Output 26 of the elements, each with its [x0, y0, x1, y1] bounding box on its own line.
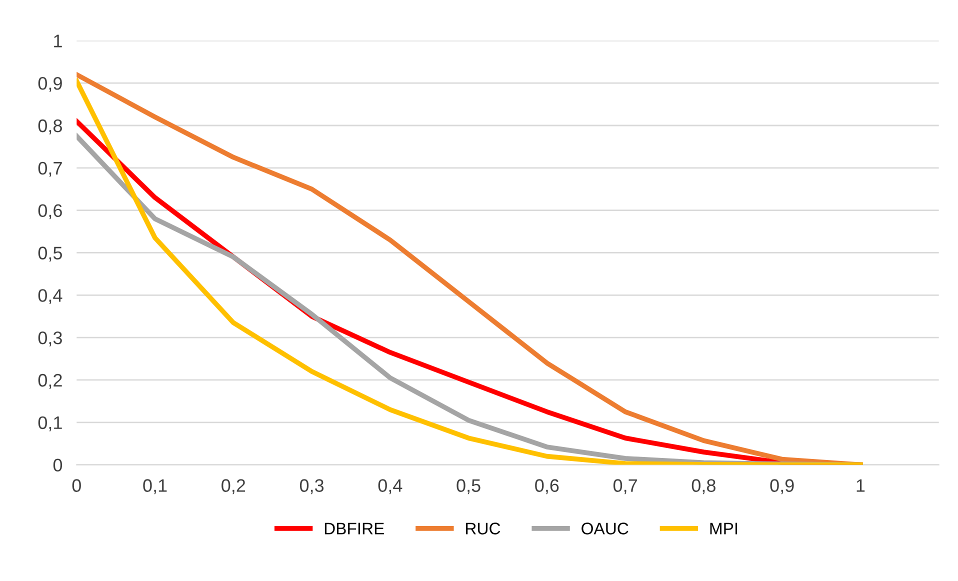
y-tick-label: 0,5: [38, 246, 62, 262]
x-tick-label: 0: [72, 479, 81, 492]
y-tick-label: 0: [53, 458, 62, 472]
legend-label: MPI: [710, 522, 738, 534]
y-tick-label: 0,3: [38, 331, 62, 346]
x-tick-label: 0,5: [456, 479, 480, 494]
y-tick-label: 0,6: [38, 204, 62, 220]
x-tick-label: 0,2: [222, 479, 246, 494]
y-tick-label: 0,8: [38, 119, 62, 134]
y-tick-label: 0,9: [38, 77, 62, 92]
legend-label: DBFIRE: [324, 522, 384, 534]
legend-label: OAUC: [582, 522, 628, 534]
x-tick-label: 0,9: [770, 479, 794, 494]
x-tick-label: 0,3: [300, 479, 324, 494]
x-tick-label: 0,8: [692, 479, 716, 494]
legend-label: RUC: [466, 522, 500, 534]
x-tick-label: 1: [856, 479, 865, 492]
y-tick-label: 0,2: [38, 374, 62, 389]
y-tick-label: 1: [54, 34, 62, 48]
y-tick-label: 0,7: [38, 162, 62, 177]
x-tick-label: 0,7: [613, 479, 637, 494]
x-tick-label: 0,6: [535, 479, 559, 494]
x-tick-label: 0,1: [143, 479, 167, 494]
x-tick-label: 0,4: [378, 479, 402, 494]
y-tick-label: 0,4: [38, 289, 62, 304]
y-tick-label: 0,1: [38, 416, 62, 432]
